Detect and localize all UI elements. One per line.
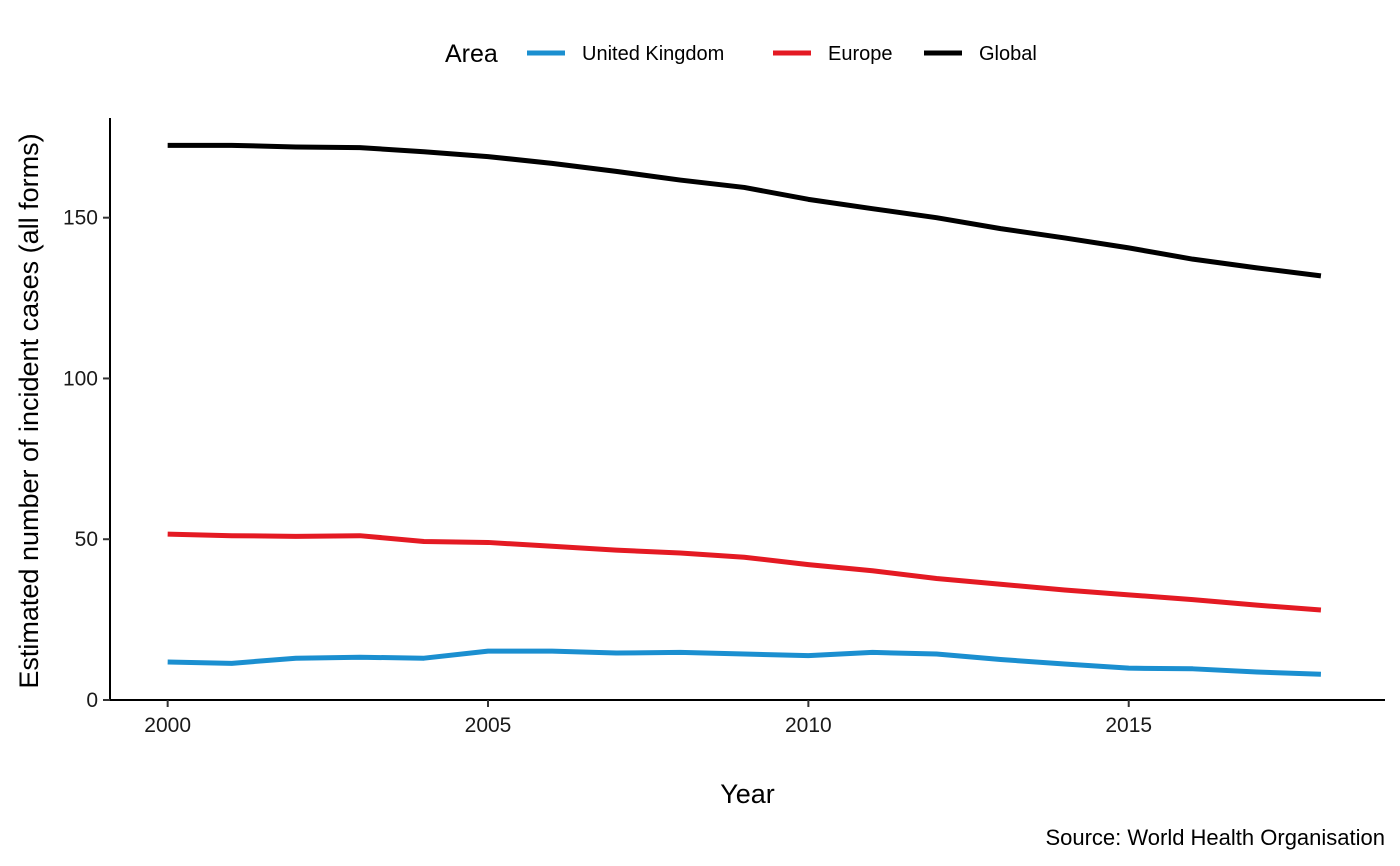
- source-caption: Source: World Health Organisation: [1045, 825, 1385, 850]
- legend-label-europe: Europe: [828, 43, 893, 65]
- plot-area: 0 50 100 150 2000 2005 2010 2015: [63, 118, 1385, 737]
- series-line-europe: [167, 531, 1322, 613]
- legend-label-united-kingdom: United Kingdom: [582, 43, 724, 65]
- y-tick-label: 0: [86, 689, 98, 712]
- y-axis-ticks: 0 50 100 150: [63, 207, 110, 712]
- legend-item-united-kingdom: United Kingdom: [527, 43, 724, 65]
- series-line-global: [167, 142, 1322, 279]
- series-line-united-kingdom: [167, 648, 1322, 677]
- y-tick-label: 150: [63, 207, 98, 230]
- legend-label-global: Global: [979, 43, 1037, 65]
- x-tick-label: 2005: [465, 714, 512, 737]
- y-tick-label: 100: [63, 367, 98, 390]
- legend-item-global: Global: [924, 43, 1037, 65]
- legend-items: United Kingdom Europe Global: [527, 43, 1037, 65]
- x-axis-ticks: 2000 2005 2010 2015: [144, 700, 1152, 737]
- legend: Area United Kingdom Europe Global: [445, 40, 1037, 68]
- y-axis-title: Estimated number of incident cases (all …: [14, 133, 44, 688]
- legend-item-europe: Europe: [773, 43, 893, 65]
- series-layer: [167, 142, 1322, 677]
- x-axis-title: Year: [720, 779, 775, 809]
- y-tick-label: 50: [75, 528, 98, 551]
- x-tick-label: 2010: [785, 714, 832, 737]
- x-tick-label: 2000: [144, 714, 191, 737]
- x-tick-label: 2015: [1105, 714, 1152, 737]
- legend-title: Area: [445, 40, 498, 68]
